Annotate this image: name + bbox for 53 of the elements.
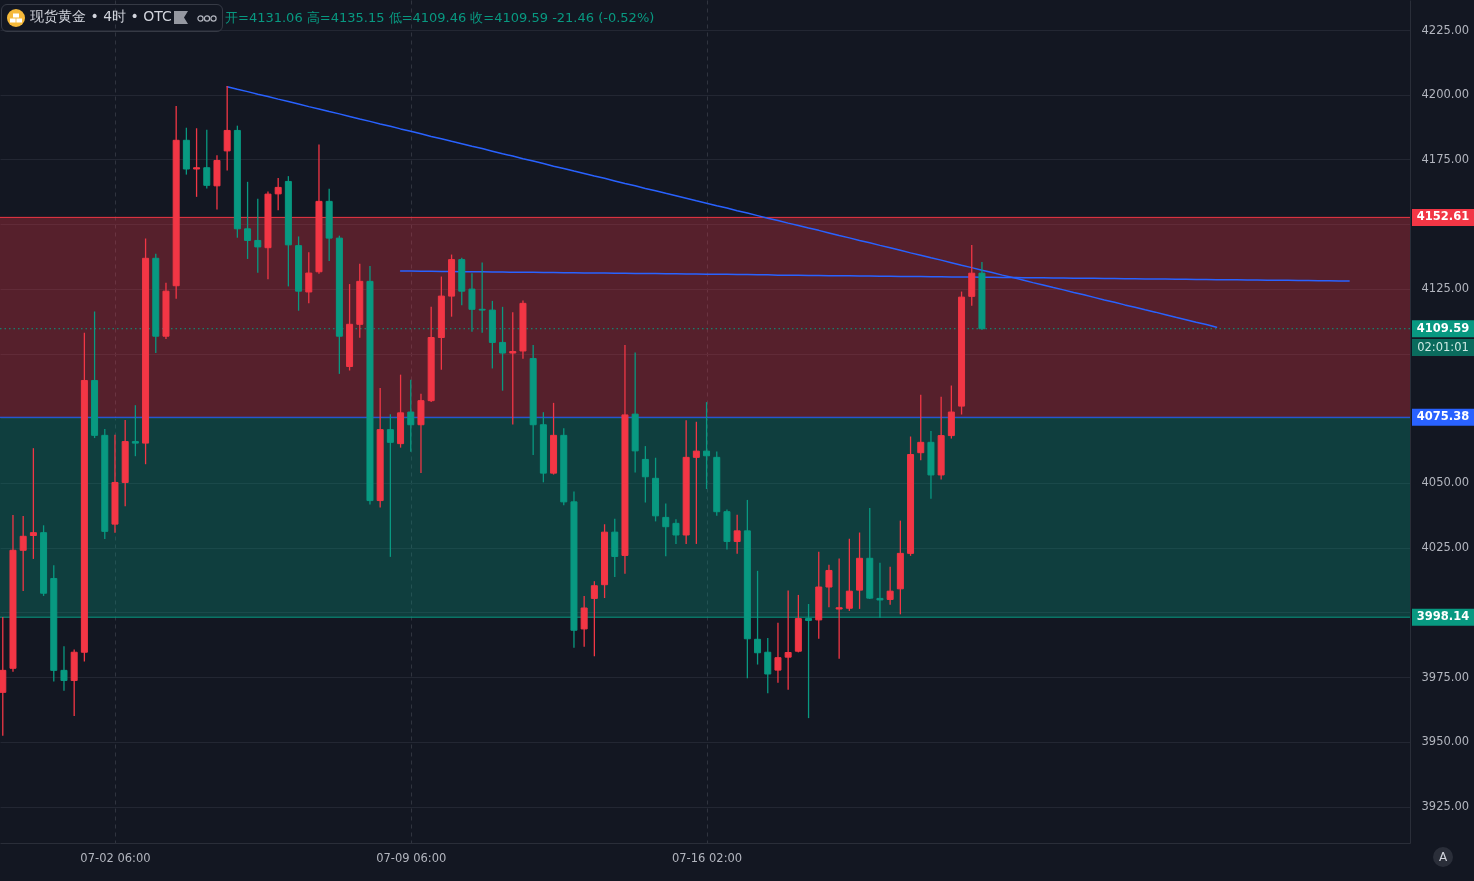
candlestick <box>692 421 700 544</box>
candlestick <box>845 538 853 611</box>
candlestick <box>835 558 843 659</box>
y-tick-label: 3975.00 <box>1421 669 1470 684</box>
candlestick <box>29 448 37 559</box>
candlestick <box>703 402 711 490</box>
candlestick <box>886 566 894 605</box>
text: 02:01:01 <box>1417 339 1469 354</box>
candlestick <box>509 312 517 425</box>
text: 现货黄金 • 4时 • OTC <box>30 8 172 24</box>
y-tick-label: 4050.00 <box>1421 475 1470 490</box>
candlestick <box>917 394 925 461</box>
candlestick <box>662 503 670 557</box>
candlestick <box>672 519 680 544</box>
candlestick <box>203 129 211 189</box>
y-tick-label: 4025.00 <box>1421 540 1470 555</box>
x-tick-label: 07-16 02:00 <box>671 850 743 865</box>
ref-line-label: 4152.61 <box>1416 209 1470 224</box>
candlestick <box>764 637 772 694</box>
y-tick-label: 4225.00 <box>1421 22 1470 37</box>
candlestick <box>407 379 415 452</box>
candlestick <box>223 86 231 171</box>
candlestick <box>968 244 976 306</box>
candlestick <box>590 581 598 657</box>
candlestick <box>131 405 139 457</box>
x-tick-label: 07-02 06:00 <box>80 850 151 865</box>
candlestick <box>60 646 68 691</box>
candlestick <box>774 622 782 683</box>
y-tick-label: 4175.00 <box>1421 151 1470 166</box>
ref-line-label: 4109.59 <box>1416 320 1470 335</box>
candlestick <box>274 177 282 211</box>
candlestick <box>784 590 792 690</box>
candlestick <box>580 595 588 647</box>
ref-line-label: 3998.14 <box>1416 609 1470 624</box>
candlestick <box>305 252 313 304</box>
y-tick-label: 3925.00 <box>1421 799 1470 814</box>
y-tick-label: 4200.00 <box>1421 87 1470 102</box>
x-tick-label: 07-09 06:00 <box>376 850 447 865</box>
candlestick <box>0 616 7 736</box>
y-tick-label: 3950.00 <box>1421 734 1470 749</box>
candlestick <box>19 515 27 592</box>
candlestick <box>386 414 394 557</box>
candlestick <box>825 564 833 608</box>
candlestick <box>478 262 486 333</box>
candlestick <box>254 198 262 273</box>
candlestick <box>244 181 252 259</box>
y-tick-label: 4125.00 <box>1421 281 1470 296</box>
candlestick <box>947 385 955 439</box>
ref-line-label: 4075.38 <box>1416 409 1470 424</box>
candlestick <box>733 514 741 554</box>
candlestick <box>193 128 201 197</box>
annotation: 开=4131.06 高=4135.15 低=4109.46 收=4109.59 -21.46 (-0.52%) <box>225 10 655 25</box>
candlestick <box>641 446 649 503</box>
